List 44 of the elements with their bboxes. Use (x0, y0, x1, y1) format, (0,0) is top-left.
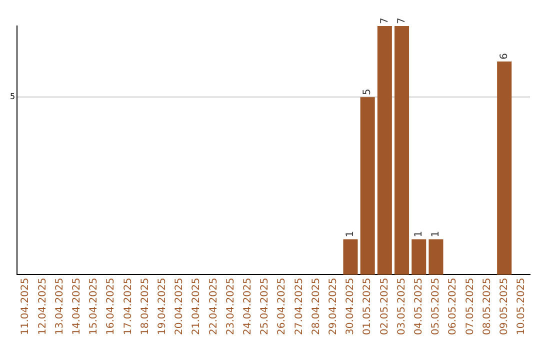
data-label: 1 (345, 230, 356, 238)
x-tick-label: 01.05.2025 (362, 278, 374, 336)
bar (343, 239, 358, 275)
x-tick-label: 22.04.2025 (208, 278, 220, 336)
x-tick-label: 08.05.2025 (482, 278, 493, 336)
bar (497, 62, 512, 275)
x-tick-label: 16.04.2025 (106, 278, 117, 336)
data-label: 7 (379, 18, 390, 24)
x-tick-label: 11.04.2025 (20, 278, 32, 336)
bar (360, 97, 375, 275)
bar (394, 26, 410, 275)
x-tick-label: 04.05.2025 (413, 278, 424, 336)
x-tick-label: 06.05.2025 (448, 278, 459, 336)
x-tick-label: 19.04.2025 (157, 278, 168, 336)
bar (377, 26, 392, 275)
x-tick-label: 02.05.2025 (379, 278, 390, 336)
data-label: 7 (396, 18, 408, 24)
x-tick-label: 28.04.2025 (310, 278, 322, 336)
x-tick-label: 27.04.2025 (294, 278, 305, 336)
x-tick-label: 14.04.2025 (72, 278, 83, 336)
data-label: 5 (362, 88, 374, 96)
x-tick-label: 12.04.2025 (37, 278, 48, 336)
x-tick-label: 18.04.2025 (140, 278, 151, 336)
x-tick-label: 30.04.2025 (345, 278, 356, 336)
x-tick-label: 09.05.2025 (498, 278, 510, 336)
x-tick-label: 23.04.2025 (225, 278, 236, 336)
x-tick-label: 24.04.2025 (242, 278, 254, 336)
x-tick-label: 26.04.2025 (276, 278, 288, 336)
x-tick-label: 10.05.2025 (516, 278, 528, 336)
x-tick-label: 05.05.2025 (430, 278, 442, 336)
data-label: 1 (430, 230, 442, 238)
data-label: 1 (413, 230, 424, 238)
x-tick-label: 20.04.2025 (174, 278, 186, 336)
bar (428, 239, 444, 275)
x-tick-label: 03.05.2025 (396, 278, 408, 336)
x-tick-label: 17.04.2025 (122, 278, 134, 336)
x-tick-label: 07.05.2025 (464, 278, 476, 336)
x-tick-label: 21.04.2025 (191, 278, 202, 336)
data-label: 6 (498, 53, 510, 60)
bar (412, 239, 426, 275)
x-tick-label: 29.04.2025 (328, 278, 339, 336)
x-tick-label: 13.04.2025 (54, 278, 66, 336)
x-tick-label: 15.04.2025 (88, 278, 100, 336)
x-tick-label: 25.04.2025 (260, 278, 271, 336)
